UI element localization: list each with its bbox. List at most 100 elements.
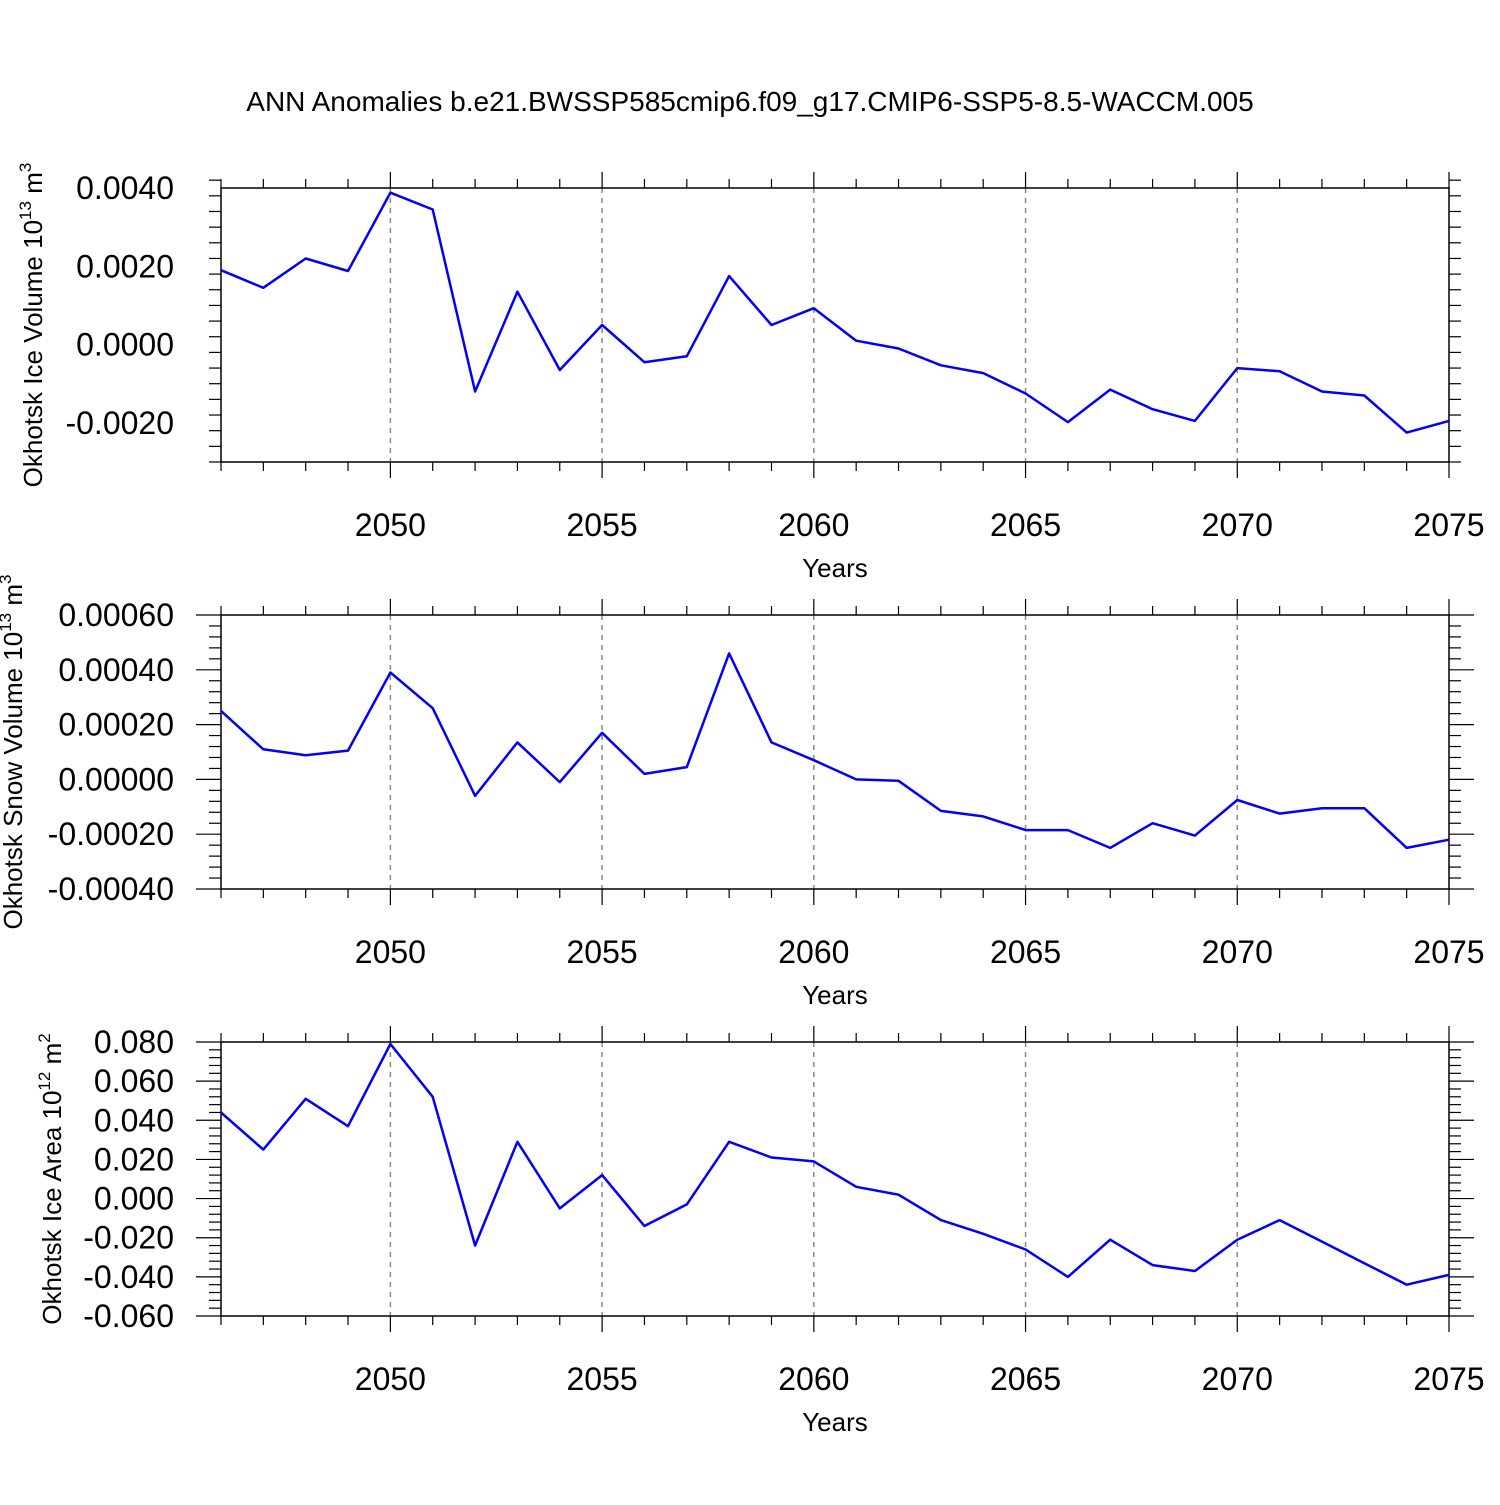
data-point [515, 290, 519, 294]
data-point [1193, 834, 1197, 838]
data-point [1193, 1269, 1197, 1273]
data-point [1024, 828, 1028, 832]
data-point [1235, 798, 1239, 802]
x-tick-label: 2060 [778, 934, 849, 970]
data-point [685, 765, 689, 769]
plot-frame [220, 1041, 1450, 1317]
data-point [642, 772, 646, 776]
data-point [981, 371, 985, 375]
x-axis-label: Years [802, 1407, 868, 1437]
x-tick-label: 2075 [1413, 507, 1484, 543]
data-point [812, 1159, 816, 1163]
data-point [1066, 828, 1070, 832]
y-axis-label: Okhotsk Ice Area 1012 m2 [35, 1033, 67, 1324]
y-tick-label: 0.0040 [76, 170, 174, 206]
data-point [1151, 1263, 1155, 1267]
data-point [1362, 1261, 1366, 1265]
y-tick-label: 0.000 [94, 1181, 174, 1217]
data-point [219, 1110, 223, 1114]
y-tick-label: -0.00020 [48, 816, 174, 852]
plot-frame [220, 187, 1450, 463]
y-tick-label: 0.00040 [58, 652, 174, 688]
panel-snow-volume: 0.00060 0.00040 0.00020 0.00000 -0.00020 -0.0… [0, 575, 1485, 1011]
x-tick-label: 2055 [567, 934, 638, 970]
data-point [1278, 812, 1282, 816]
y-tick-label: -0.020 [83, 1220, 174, 1256]
data-point [939, 1218, 943, 1222]
data-point [1108, 388, 1112, 392]
data-point [558, 1206, 562, 1210]
x-tick-label: 2055 [567, 1361, 638, 1397]
data-point [981, 1232, 985, 1236]
data-point [1278, 1218, 1282, 1222]
data-point [1024, 1247, 1028, 1251]
series-line-ice-volume [220, 191, 1450, 434]
data-point [1405, 431, 1409, 435]
plot-frame [220, 614, 1450, 890]
data-point [769, 740, 773, 744]
x-tick-label: 2060 [778, 507, 849, 543]
y-tick-label: 0.00000 [58, 761, 174, 797]
data-point [1447, 838, 1451, 842]
data-point [515, 1140, 519, 1144]
data-point [1405, 846, 1409, 850]
data-point [1362, 393, 1366, 397]
data-point [1405, 1283, 1409, 1287]
y-tick-label: -0.040 [83, 1259, 174, 1295]
y-axis-label: Okhotsk Snow Volume 1013 m3 [0, 575, 28, 930]
y-tick-label: 0.020 [94, 1141, 174, 1177]
x-tick-label: 2065 [990, 934, 1061, 970]
data-point [981, 814, 985, 818]
data-point [727, 274, 731, 278]
data-point [1447, 419, 1451, 423]
data-point [600, 323, 604, 327]
x-tick-label: 2050 [355, 1361, 426, 1397]
x-tick-label: 2055 [567, 507, 638, 543]
data-point [473, 794, 477, 798]
data-point [1108, 846, 1112, 850]
y-tick-label: -0.0020 [65, 405, 174, 441]
data-point [1066, 1275, 1070, 1279]
y-tick-label: 0.060 [94, 1063, 174, 1099]
data-point [1235, 366, 1239, 370]
data-point [1024, 392, 1028, 396]
data-point [685, 1202, 689, 1206]
data-point [346, 1124, 350, 1128]
y-axis-label: Okhotsk Ice Volume 1013 m3 [16, 163, 48, 488]
data-point [939, 809, 943, 813]
x-tick-label: 2050 [355, 934, 426, 970]
x-tick-label: 2075 [1413, 934, 1484, 970]
x-tick-label: 2070 [1202, 1361, 1273, 1397]
data-point [304, 1097, 308, 1101]
data-point [346, 749, 350, 753]
data-point [1320, 390, 1324, 394]
y-tick-label: -0.060 [83, 1298, 174, 1334]
data-point [812, 758, 816, 762]
series-line-snow-volume [220, 652, 1450, 850]
data-point [854, 339, 858, 343]
data-point [1320, 806, 1324, 810]
data-point [897, 779, 901, 783]
x-tick-label: 2060 [778, 1361, 849, 1397]
y-tick-label: -0.00040 [48, 871, 174, 907]
x-tick-label: 2050 [355, 507, 426, 543]
series-line-ice-area [220, 1042, 1450, 1286]
y-tick-label: 0.00020 [58, 707, 174, 743]
data-point [769, 323, 773, 327]
x-tick-label: 2070 [1202, 934, 1273, 970]
data-point [769, 1155, 773, 1159]
data-point [1108, 1238, 1112, 1242]
data-point [515, 740, 519, 744]
data-point [1320, 1240, 1324, 1244]
x-tick-label: 2070 [1202, 507, 1273, 543]
data-point [1066, 420, 1070, 424]
data-point [473, 390, 477, 394]
data-point [219, 709, 223, 713]
data-point [1151, 407, 1155, 411]
y-tick-label: 0.0000 [76, 327, 174, 363]
data-point [1447, 1273, 1451, 1277]
data-point [1235, 1238, 1239, 1242]
